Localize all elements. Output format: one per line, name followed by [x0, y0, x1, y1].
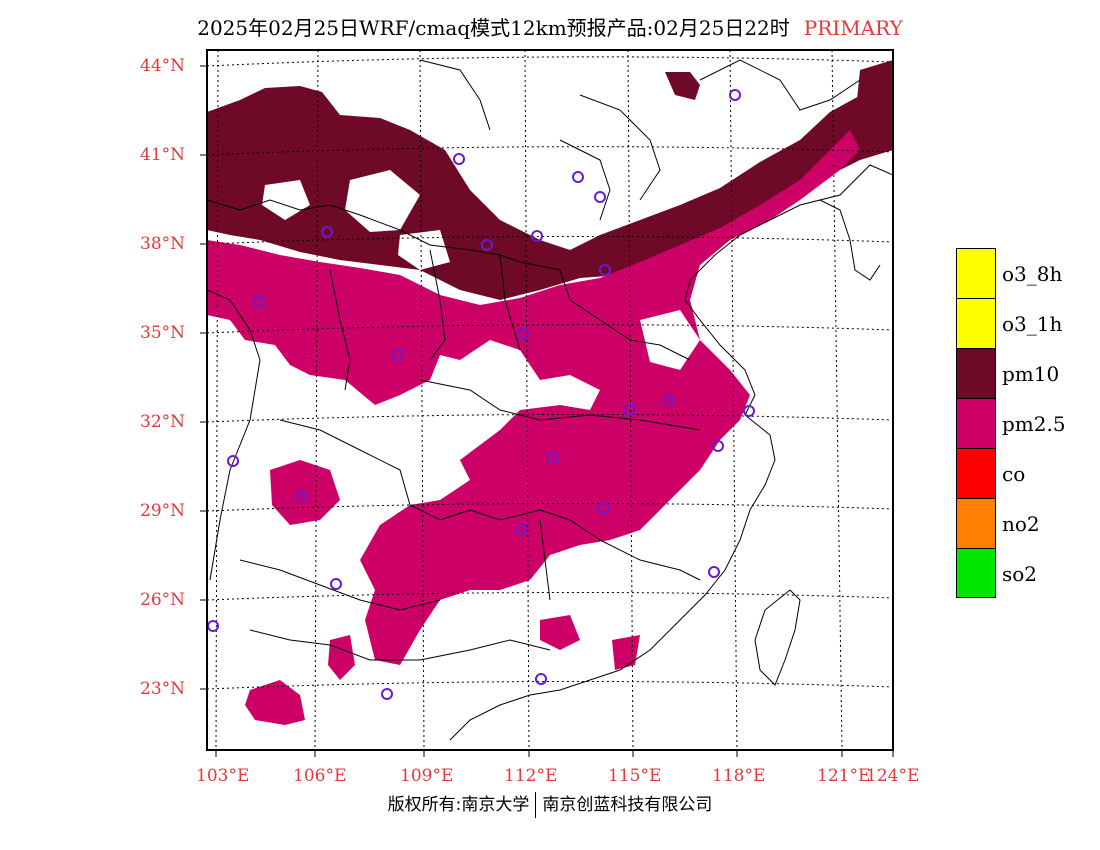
- boundaries: [207, 59, 893, 741]
- legend-swatch: [956, 448, 996, 498]
- lat-label-29: 29°N: [140, 501, 186, 521]
- pm25-region-south: [328, 635, 355, 680]
- copyright-left: 版权所有:南京大学: [387, 795, 530, 815]
- map-frame: [206, 49, 894, 751]
- lon-label-118: 118°E: [712, 766, 766, 786]
- pm25-region-southeast: [612, 635, 640, 670]
- legend-item-o3-8h: o3_8h: [956, 248, 1096, 298]
- legend-item-pm25: pm2.5: [956, 398, 1096, 448]
- lon-label-112: 112°E: [504, 766, 558, 786]
- legend-item-o3-1h: o3_1h: [956, 298, 1096, 348]
- legend-item-co: co: [956, 448, 1096, 498]
- copyright-footer: 版权所有:南京大学 南京创蓝科技有限公司: [0, 790, 1100, 818]
- legend-label: o3_1h: [1002, 312, 1063, 336]
- clean-hole-5: [640, 310, 700, 370]
- lon-label-124: 124°E: [866, 766, 920, 786]
- lat-label-35: 35°N: [140, 323, 186, 343]
- pm10-region-northeast: [855, 60, 893, 150]
- lon-label-103: 103°E: [196, 766, 250, 786]
- legend-label: pm2.5: [1002, 412, 1066, 436]
- legend-item-pm10: pm10: [956, 348, 1096, 398]
- legend-item-no2: no2: [956, 498, 1096, 548]
- legend-swatch: [956, 398, 996, 448]
- legend-swatch: [956, 498, 996, 548]
- lon-label-106: 106°E: [293, 766, 347, 786]
- legend-item-so2: so2: [956, 548, 1096, 598]
- legend-swatch: [956, 348, 996, 398]
- pm25-region-main: [207, 130, 860, 665]
- legend-label: o3_8h: [1002, 262, 1063, 286]
- lat-label-38: 38°N: [140, 234, 186, 254]
- legend-label: so2: [1002, 562, 1038, 586]
- lat-label-23: 23°N: [140, 679, 186, 699]
- pm10-region-north: [207, 80, 893, 300]
- axis-ticks: [200, 65, 894, 757]
- graticule: [207, 50, 893, 750]
- legend-label: co: [1002, 462, 1026, 486]
- lat-label-26: 26°N: [140, 590, 186, 610]
- lat-label-41: 41°N: [140, 145, 186, 165]
- clean-hole-4: [470, 355, 535, 405]
- title-primary-tag: PRIMARY: [803, 16, 903, 40]
- lon-label-109: 109°E: [400, 766, 454, 786]
- map-title: 2025年02月25日WRF/cmaq模式12km预报产品:02月25日22时 P…: [0, 12, 1100, 41]
- footer-separator: [535, 792, 537, 818]
- copyright-right: 南京创蓝科技有限公司: [542, 795, 713, 815]
- lon-label-115: 115°E: [608, 766, 662, 786]
- lat-label-32: 32°N: [140, 412, 186, 432]
- lat-label-44: 44°N: [140, 56, 186, 76]
- pm10-region-topleft: [665, 72, 700, 100]
- clean-hole-3: [398, 230, 450, 270]
- pm25-region-southwest: [245, 680, 305, 725]
- title-text: 2025年02月25日WRF/cmaq模式12km预报产品:02月25日22时: [197, 16, 790, 40]
- legend-label: pm10: [1002, 362, 1060, 386]
- legend-label: no2: [1002, 512, 1040, 536]
- pollutant-legend: o3_8h o3_1h pm10 pm2.5 co no2 so2: [956, 248, 1096, 598]
- pm25-region-guangdong: [540, 615, 580, 650]
- clean-hole-2: [262, 180, 310, 220]
- legend-swatch: [956, 298, 996, 348]
- lon-label-121: 121°E: [817, 766, 871, 786]
- legend-swatch: [956, 548, 996, 598]
- clean-hole-6: [405, 400, 460, 450]
- legend-swatch: [956, 248, 996, 298]
